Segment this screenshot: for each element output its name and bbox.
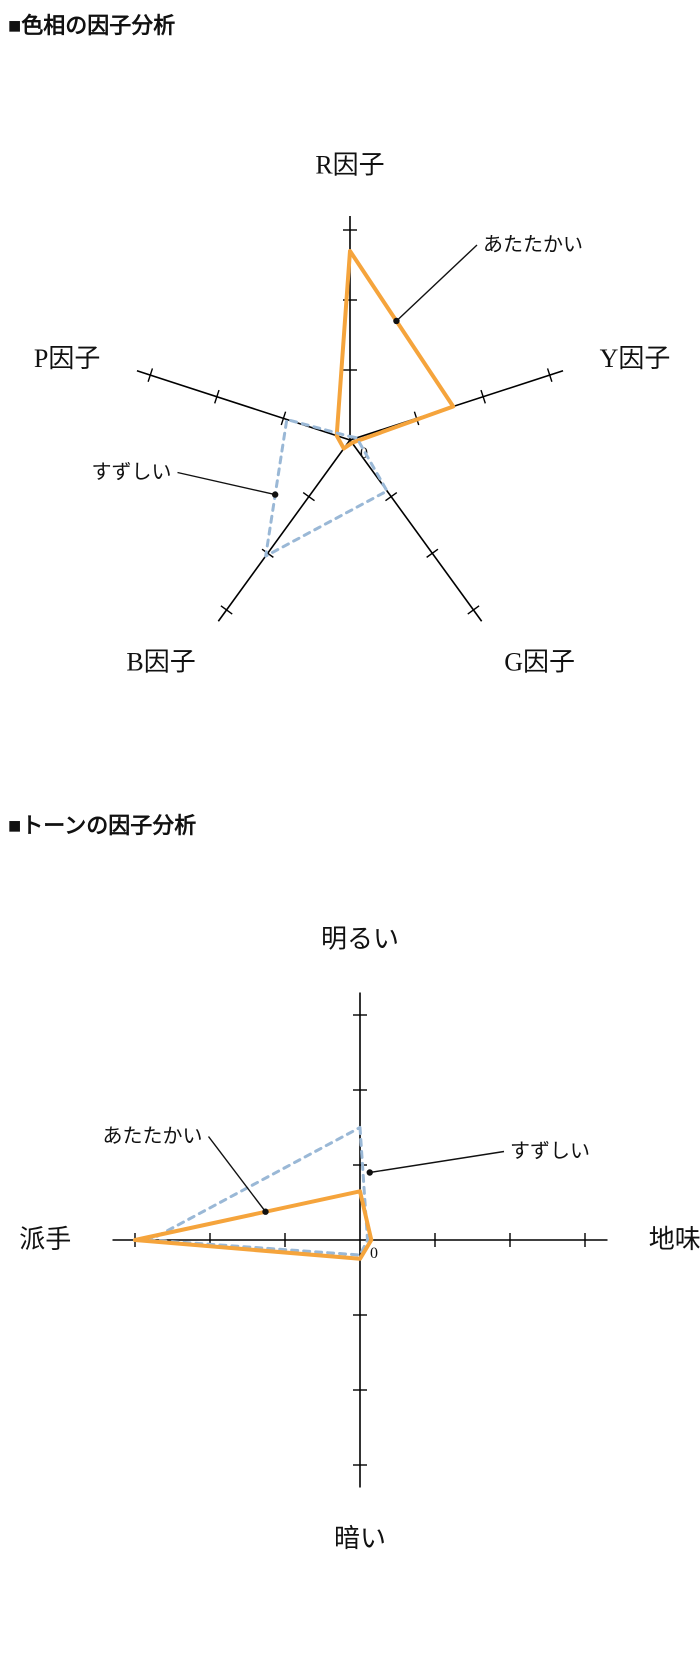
tone-section-title: ■トーンの因子分析 (0, 800, 700, 840)
hue-section-title: ■色相の因子分析 (0, 0, 700, 40)
hue-callout-leader-cool (178, 473, 276, 495)
tone-callout-label-warm: あたたかい (103, 1126, 203, 1148)
tone-axis-label-1: 地味 (649, 1225, 700, 1254)
tone-axis-label-0: 明るい (321, 924, 399, 953)
hue-series-cool (266, 420, 387, 557)
tone-chart: 明るい地味暗い 派手 0 すずしい あたたかい (0, 840, 700, 1600)
hue-chart: R因子Y因子G因子B因子P因子0あたたかいすずしい (0, 40, 700, 800)
hue-axis-2 (350, 440, 482, 621)
hue-axis-3 (218, 440, 350, 621)
tone-callout-leader-warm (209, 1137, 266, 1212)
hue-axis-label-2: G因子 (504, 647, 575, 676)
hue-callout-label-warm: あたたかい (483, 234, 583, 256)
hue-axis-1 (350, 371, 563, 440)
hue-tick (427, 549, 438, 557)
hue-axis-label-0: R因子 (315, 151, 384, 180)
tone-origin-label: 0 (370, 1245, 378, 1262)
hue-tick (303, 493, 314, 501)
hue-callout-leader-warm (396, 245, 477, 321)
hue-callout-label-cool: すずしい (92, 461, 172, 484)
tone-callout-label-cool: すずしい (510, 1140, 590, 1163)
tone-series-warm (135, 1191, 371, 1259)
hue-tick (468, 606, 479, 614)
tone-axis-label-3: 派手 (19, 1225, 71, 1254)
tone-axis-label-2: 暗い (334, 1524, 386, 1553)
hue-series-warm (337, 251, 454, 449)
hue-axis-label-3: B因子 (126, 647, 195, 676)
hue-axis-label-4: P因子 (34, 344, 100, 373)
tone-callout-leader-cool (370, 1152, 504, 1173)
hue-tick (385, 493, 396, 501)
hue-axis-label-1: Y因子 (600, 344, 671, 373)
hue-axis-4 (137, 371, 350, 440)
hue-tick (221, 606, 232, 614)
